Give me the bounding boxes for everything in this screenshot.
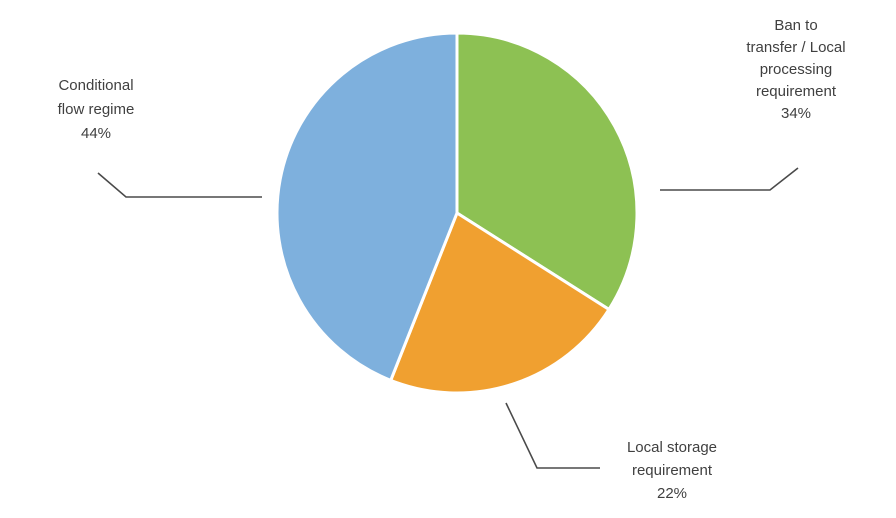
- pie-slice-1: [388, 210, 612, 395]
- slice-label-line-1-0: Local storage: [627, 439, 717, 456]
- leader-lines: [97, 167, 799, 469]
- leader-line-0: [660, 167, 799, 191]
- pie-slices: [275, 31, 639, 395]
- slice-label-line-2-1: flow regime: [58, 101, 135, 118]
- slice-label-line-2-0: Conditional: [58, 77, 133, 94]
- slice-value-label-2: 44%: [81, 125, 111, 142]
- leader-line-1: [505, 402, 600, 469]
- slice-label-0: Ban to transfer / Local processing requirem…: [746, 17, 845, 122]
- pie-slice-2: [275, 31, 459, 383]
- slice-label-line-0-2: processing: [760, 61, 833, 78]
- leader-line-2: [97, 172, 262, 198]
- slice-value-label-0: 34%: [781, 105, 811, 122]
- slice-label-line-0-3: requirement: [756, 83, 837, 100]
- slice-label-line-0-1: transfer / Local: [746, 39, 845, 56]
- slice-label-line-1-1: requirement: [632, 462, 713, 479]
- slice-value-label-1: 22%: [657, 485, 687, 502]
- slice-label-2: Conditional flow regime 44%: [58, 77, 135, 142]
- slice-labels: Ban to transfer / Local processing requirem…: [58, 17, 846, 502]
- slice-label-1: Local storage requirement 22%: [627, 439, 717, 502]
- slice-label-line-0-0: Ban to: [774, 17, 817, 34]
